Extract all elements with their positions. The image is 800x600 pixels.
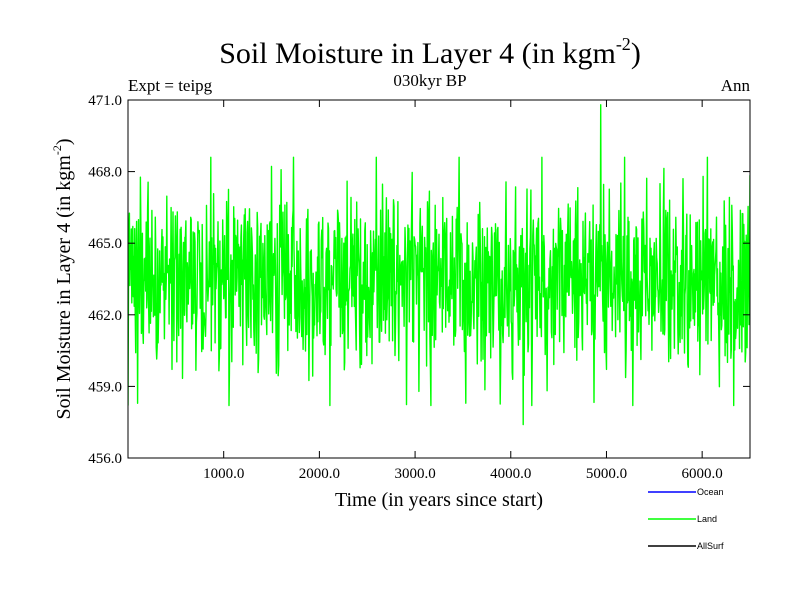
chart-subtitle: 030kyr BP <box>393 71 466 90</box>
y-tick-label: 459.0 <box>88 379 122 395</box>
y-axis-label: Soil Moisture in Layer 4 (in kgm-2) <box>50 138 75 419</box>
experiment-label: Expt = teipg <box>128 76 213 95</box>
x-tick-label: 5000.0 <box>586 466 627 482</box>
y-tick-label: 471.0 <box>88 93 122 109</box>
legend-ocean-label: Ocean <box>697 487 724 497</box>
legend-land-label: Land <box>697 514 717 524</box>
y-tick-label: 468.0 <box>88 165 122 181</box>
season-label: Ann <box>721 76 751 95</box>
x-tick-label: 2000.0 <box>299 466 340 482</box>
chart-title-superscript: -2 <box>616 34 631 54</box>
y-tick-label: 462.0 <box>88 308 122 324</box>
y-tick-label: 465.0 <box>88 236 122 252</box>
plot-frame <box>127 99 751 459</box>
legend-allsurf-label: AllSurf <box>697 541 724 551</box>
legend: Ocean Land AllSurf <box>648 487 724 551</box>
series-land-line <box>128 104 750 426</box>
x-tick-label: 4000.0 <box>490 466 531 482</box>
x-tick-label: 3000.0 <box>394 466 435 482</box>
y-axis-label-superscript: -2 <box>50 145 64 155</box>
chart-title: Soil Moisture in Layer 4 (in kgm-2) <box>219 34 641 70</box>
x-tick-label: 1000.0 <box>203 466 244 482</box>
x-tick-label: 6000.0 <box>682 466 723 482</box>
x-axis-label: Time (in years since start) <box>335 489 543 511</box>
y-tick-label: 456.0 <box>88 451 122 467</box>
